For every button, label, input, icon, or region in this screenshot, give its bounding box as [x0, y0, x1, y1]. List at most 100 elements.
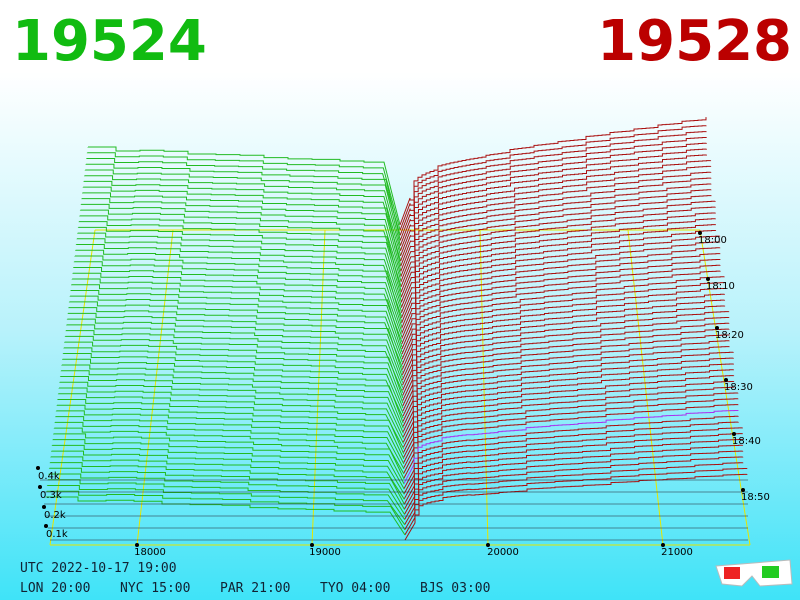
bid-depth-line	[85, 169, 401, 246]
bid-depth-line	[50, 456, 405, 500]
bid-depth-line	[51, 450, 405, 495]
time-label: 18:20	[715, 330, 744, 341]
bid-depth-line	[55, 410, 405, 459]
depth-lines	[40, 117, 748, 541]
ask-depth-line	[399, 125, 707, 231]
volume-label: 0.4k	[38, 471, 60, 482]
ask-depth-line	[400, 200, 716, 298]
bid-depth-line	[61, 364, 404, 419]
city-clock: BJS 03:00	[420, 581, 490, 596]
volume-tick	[38, 485, 42, 489]
ask-depth-line	[403, 409, 739, 484]
ask-depth-line	[401, 253, 721, 344]
bid-depth-line	[64, 341, 404, 398]
city-clock: TYO 04:00	[320, 581, 390, 596]
city-clock: NYC 15:00	[120, 581, 190, 596]
ask-depth-line	[402, 357, 734, 437]
bid-depth-line	[60, 376, 404, 429]
bid-depth-line	[88, 146, 401, 226]
bid-depth-line	[66, 324, 404, 383]
ask-depth-line	[403, 386, 735, 463]
ask-depth-line	[400, 177, 712, 277]
ask-depth-line	[402, 363, 734, 443]
ask-depth-line	[401, 287, 725, 375]
ask-depth-line	[399, 131, 707, 236]
bid-depth-line	[69, 301, 403, 363]
bid-depth-line	[83, 180, 401, 256]
ask-depth-line	[404, 467, 748, 536]
bid-depth-line	[59, 381, 404, 434]
ask-depth-line	[404, 450, 744, 520]
ask-price: 19528	[597, 9, 792, 74]
volume-label: 0.2k	[44, 510, 66, 521]
ask-depth-line	[400, 218, 716, 313]
bid-depth-line	[57, 398, 405, 449]
ask-depth-line	[401, 282, 725, 370]
ask-depth-line	[403, 415, 739, 489]
ask-depth-line	[403, 375, 735, 453]
bid-depth-line	[48, 473, 406, 515]
bid-depth-line	[67, 312, 403, 373]
ask-depth-line	[401, 270, 721, 360]
ask-depth-line	[399, 117, 707, 226]
bid-depth-line	[53, 433, 405, 480]
bid-depth-line	[74, 255, 403, 322]
ask-depth-line	[399, 142, 707, 246]
bid-depth-line	[79, 215, 402, 287]
bid-depth-line	[70, 295, 403, 358]
ask-depth-line	[400, 160, 712, 262]
price-tick	[661, 543, 665, 547]
price-label: 18000	[134, 547, 166, 558]
bid-depth-line	[76, 244, 402, 312]
bid-depth-line	[54, 427, 405, 475]
time-label: 18:50	[741, 492, 770, 503]
ask-depth-line	[400, 195, 712, 293]
ask-depth-line	[402, 334, 730, 417]
ask-depth-line	[402, 299, 726, 386]
bid-depth-line	[74, 261, 403, 327]
bid-depth-line	[80, 209, 402, 282]
ask-depth-line	[402, 346, 730, 427]
bid-depth-line	[59, 387, 404, 439]
ask-depth-line	[401, 224, 716, 319]
ask-depth-line	[403, 369, 735, 448]
bid-depth-line	[86, 157, 401, 236]
ask-depth-line	[403, 427, 743, 499]
time-tick	[698, 231, 702, 235]
volume-tick	[44, 524, 48, 528]
time-tick	[706, 277, 710, 281]
price-tick	[486, 543, 490, 547]
bid-depth-line	[75, 249, 402, 317]
ask-depth-line	[400, 183, 712, 282]
ask-depth-line	[400, 189, 712, 288]
bid-depth-line	[65, 330, 404, 388]
bid-depth-line	[81, 198, 402, 271]
ask-depth-line	[400, 206, 716, 303]
ask-depth-line	[401, 235, 721, 329]
bid-depth-line	[46, 490, 406, 531]
time-tick	[724, 378, 728, 382]
bid-depth-line	[47, 485, 406, 526]
time-label: 18:40	[732, 436, 761, 447]
bid-price: 19524	[12, 9, 207, 74]
bid-depth-line	[71, 284, 403, 348]
time-label: 18:30	[724, 382, 753, 393]
bid-depth-line	[78, 226, 402, 297]
ask-depth-line	[400, 154, 707, 257]
ask-depth-line	[404, 438, 744, 510]
bid-depth-line	[52, 439, 405, 485]
ask-depth-line	[403, 380, 735, 458]
ask-depth-line	[399, 148, 707, 251]
glasses-icon	[715, 559, 793, 587]
city-clock: LON 20:00	[20, 581, 90, 596]
ask-depth-line	[402, 316, 730, 401]
bid-depth-line	[58, 393, 404, 444]
price-label: 20000	[487, 547, 519, 558]
price-tick	[310, 543, 314, 547]
volume-tick	[36, 466, 40, 470]
ask-depth-line	[401, 258, 721, 350]
bid-depth-line	[85, 163, 401, 241]
utc-time: UTC 2022-10-17 19:00	[20, 561, 177, 576]
bid-depth-line	[70, 289, 403, 353]
